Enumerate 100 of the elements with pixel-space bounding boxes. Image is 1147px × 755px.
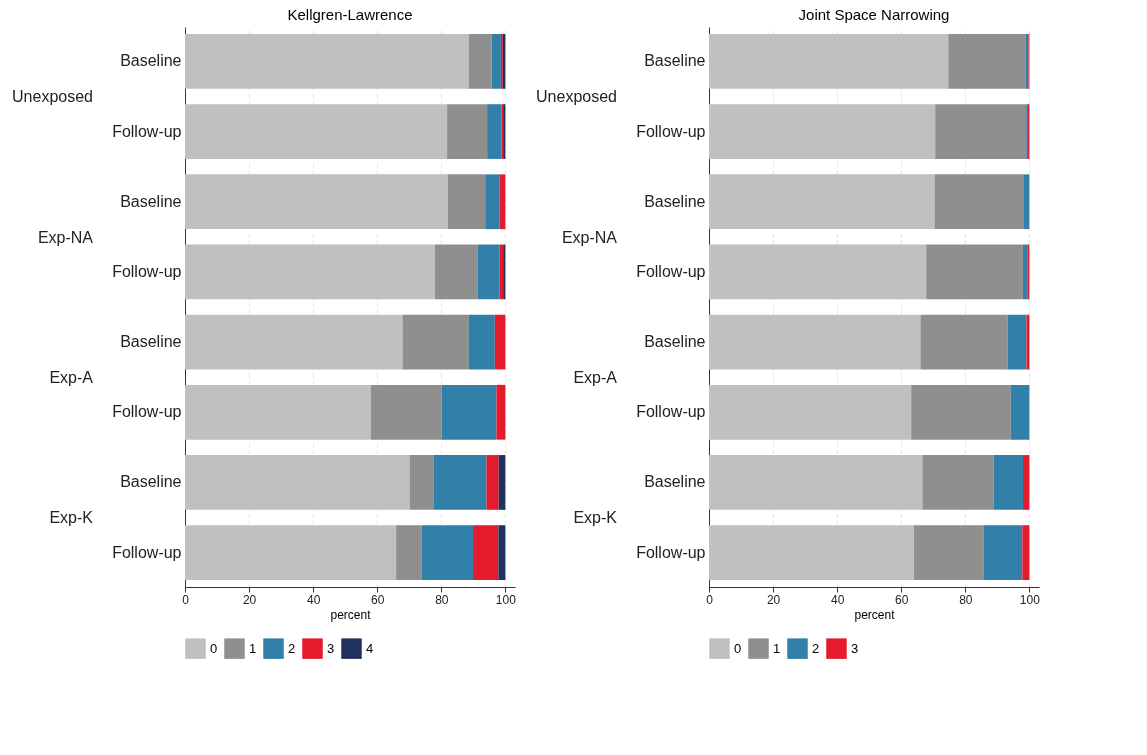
y-tick-label: Baseline bbox=[644, 52, 706, 70]
legend-label: 0 bbox=[210, 640, 218, 656]
x-tick-label: 40 bbox=[306, 592, 321, 607]
bar bbox=[709, 384, 912, 440]
bar bbox=[709, 525, 915, 580]
legend-label: 1 bbox=[773, 640, 781, 656]
y-tick-label: Follow-up bbox=[112, 543, 182, 561]
bar bbox=[185, 525, 397, 580]
x-axis-title: percent bbox=[854, 607, 896, 622]
bar bbox=[914, 525, 984, 580]
x-tick-label: 20 bbox=[766, 592, 781, 607]
bar bbox=[709, 104, 936, 159]
bar bbox=[709, 244, 927, 300]
bar bbox=[948, 34, 1026, 89]
bar bbox=[487, 104, 502, 159]
y-tick-label: Baseline bbox=[644, 192, 706, 210]
text: Exp-NA bbox=[37, 228, 94, 246]
bar bbox=[935, 104, 1027, 159]
bar bbox=[370, 384, 442, 440]
bar bbox=[185, 314, 403, 370]
text: Exp-K bbox=[573, 509, 618, 527]
bar bbox=[1023, 174, 1030, 230]
y-tick-label: Baseline bbox=[120, 52, 182, 70]
bar bbox=[486, 455, 499, 510]
bar bbox=[498, 455, 506, 510]
y-tick-label: Follow-up bbox=[112, 262, 182, 280]
bar bbox=[396, 525, 422, 580]
x-tick-label: 40 bbox=[830, 592, 845, 607]
bar bbox=[922, 455, 994, 510]
x-axis-title: percent bbox=[330, 607, 372, 622]
bar bbox=[185, 384, 371, 440]
y-tick-label: Follow-up bbox=[112, 122, 182, 140]
bar bbox=[709, 314, 921, 370]
x-tick-label: 0 bbox=[706, 592, 714, 607]
x-tick-label: 0 bbox=[182, 592, 190, 607]
text: Unexposed bbox=[536, 88, 617, 106]
x-tick-label: 80 bbox=[959, 592, 973, 607]
y-tick-label: Baseline bbox=[644, 473, 706, 491]
x-tick-label: 60 bbox=[895, 592, 909, 607]
bar bbox=[421, 525, 474, 580]
bar bbox=[1007, 314, 1027, 370]
bar bbox=[491, 34, 501, 89]
text: Exp-A bbox=[49, 369, 94, 387]
text: Exp-A bbox=[573, 369, 618, 387]
bar bbox=[185, 34, 469, 89]
legend-label: 3 bbox=[851, 640, 859, 656]
bar bbox=[498, 525, 506, 580]
chart-title: Joint Space Narrowing bbox=[798, 6, 950, 23]
bar bbox=[911, 384, 1011, 440]
bar bbox=[709, 455, 923, 510]
bar bbox=[494, 314, 506, 370]
y-tick-label: Follow-up bbox=[112, 403, 182, 421]
bar bbox=[409, 455, 434, 510]
y-tick-label: Follow-up bbox=[636, 403, 706, 421]
bar bbox=[402, 314, 469, 370]
text: Exp-K bbox=[49, 509, 94, 527]
y-tick-label: Follow-up bbox=[636, 262, 706, 280]
text: Unexposed bbox=[12, 88, 93, 106]
legend-label: 1 bbox=[249, 640, 257, 656]
bar bbox=[1010, 384, 1030, 440]
bar bbox=[485, 174, 500, 230]
bar bbox=[926, 244, 1023, 300]
y-tick-label: Follow-up bbox=[636, 543, 706, 561]
bar bbox=[185, 244, 435, 300]
bar bbox=[433, 455, 487, 510]
bar bbox=[185, 104, 448, 159]
x-tick-label: 100 bbox=[1019, 592, 1041, 607]
text: Exp-NA bbox=[561, 228, 618, 246]
bar bbox=[1022, 244, 1028, 300]
y-tick-label: Baseline bbox=[120, 192, 182, 210]
bar bbox=[468, 314, 495, 370]
chart-title: Kellgren-Lawrence bbox=[287, 6, 413, 23]
bar bbox=[993, 455, 1023, 510]
bar bbox=[477, 244, 500, 300]
bar bbox=[473, 525, 499, 580]
legend-label: 3 bbox=[327, 640, 335, 656]
bar bbox=[920, 314, 1008, 370]
bar bbox=[709, 174, 935, 230]
legend-label: 0 bbox=[734, 640, 742, 656]
bar bbox=[185, 455, 410, 510]
bar bbox=[468, 34, 492, 89]
bar bbox=[441, 384, 497, 440]
x-tick-label: 100 bbox=[495, 592, 517, 607]
bar bbox=[185, 174, 449, 230]
y-tick-label: Baseline bbox=[120, 333, 182, 351]
legend-label: 4 bbox=[366, 640, 374, 656]
bar bbox=[934, 174, 1024, 230]
y-tick-label: Follow-up bbox=[636, 122, 706, 140]
bar bbox=[1022, 525, 1030, 580]
bar bbox=[1022, 455, 1030, 510]
bar bbox=[496, 384, 506, 440]
y-tick-label: Baseline bbox=[120, 473, 182, 491]
y-tick-label: Baseline bbox=[644, 333, 706, 351]
x-tick-label: 80 bbox=[435, 592, 449, 607]
legend-label: 2 bbox=[288, 640, 296, 656]
x-tick-label: 20 bbox=[242, 592, 257, 607]
bar bbox=[434, 244, 478, 300]
x-tick-label: 60 bbox=[371, 592, 385, 607]
bar bbox=[709, 34, 949, 89]
bar bbox=[448, 174, 486, 230]
